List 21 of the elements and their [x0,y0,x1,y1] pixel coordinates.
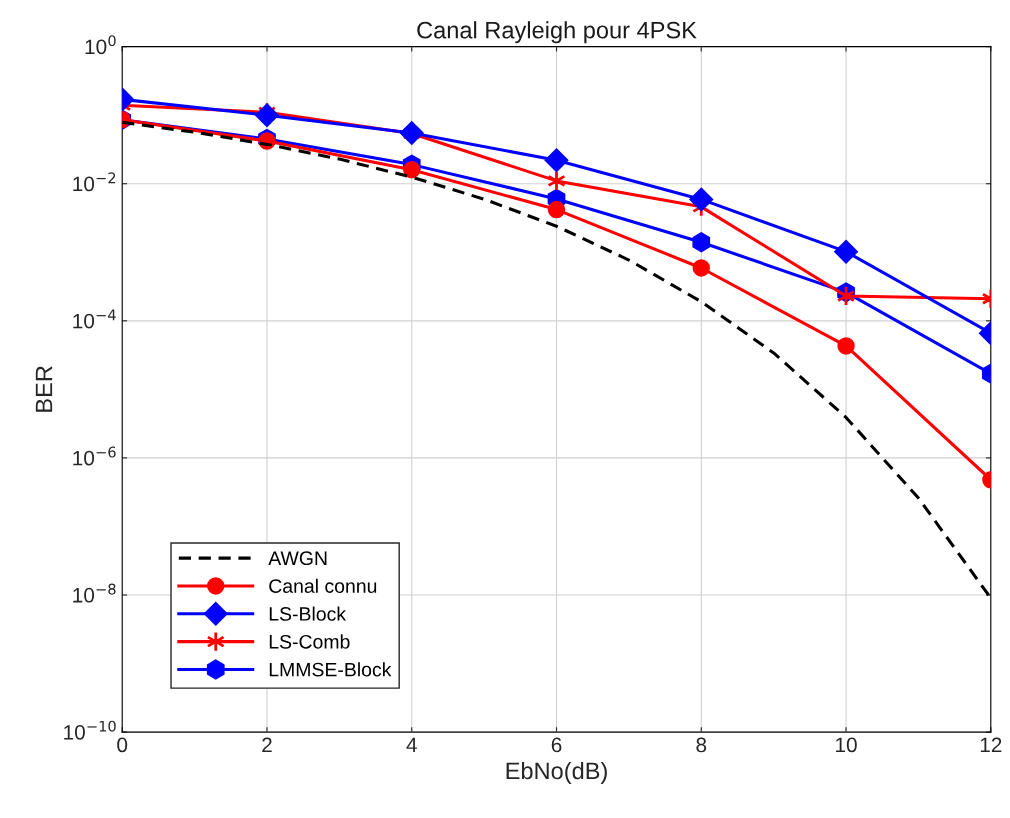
y-axis-title: BER [35,366,53,412]
x-tick-label: 2 [262,737,272,753]
legend-label: LS-Block [269,606,347,621]
y-tick-label: 10$^{−8}$ [73,583,116,603]
y-tick-label: 10$^{−2}$ [73,172,116,192]
legend-label: LS-Comb [269,634,350,649]
y-tick-label: 10$^{−4}$ [73,309,116,329]
x-tick-label: 10 [836,737,857,753]
legend-label: LMMSE-Block [269,662,392,677]
x-tick-label: 6 [551,737,562,753]
x-tick-label: 0 [117,737,128,753]
x-tick-label: 12 [980,737,1002,753]
x-tick-label: 8 [696,737,707,753]
y-tick-label: 10$^{−10}$ [64,720,116,740]
legend-label: Canal connu [269,578,377,593]
x-axis-title: EbNo(dB) [506,761,607,784]
y-tick-label: 10$^{−6}$ [73,446,116,466]
y-tick-label: 10$^{0}$ [85,35,116,55]
legend-label: AWGN [268,551,327,566]
x-tick-label: 4 [406,737,417,753]
chart-title: Canal Rayleigh pour 4PSK [417,21,697,44]
